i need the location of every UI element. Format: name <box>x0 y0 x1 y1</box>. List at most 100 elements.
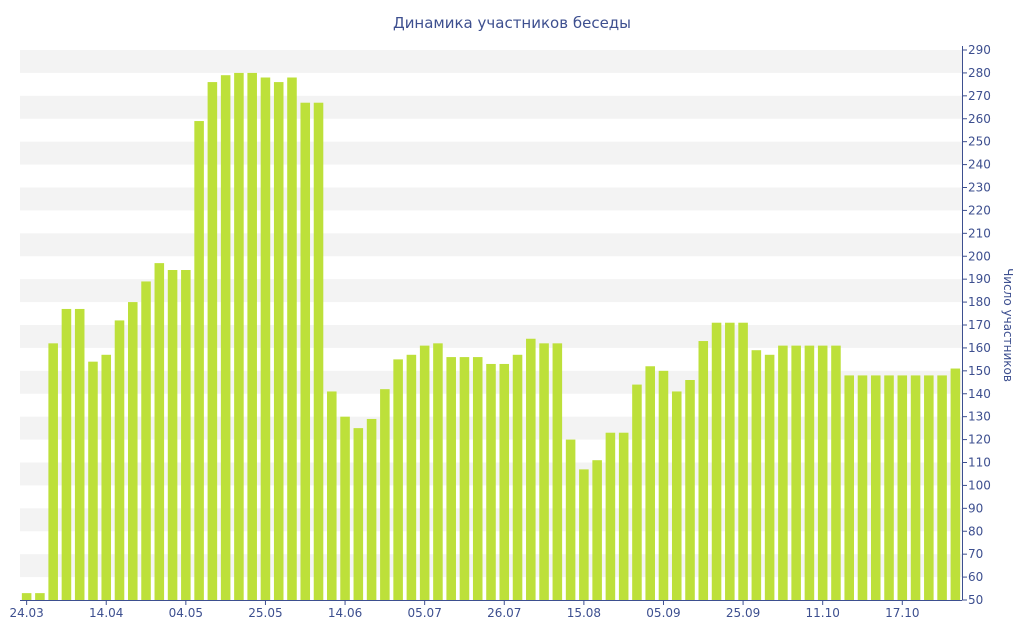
x-tick-label: 17.10 <box>885 606 919 620</box>
bars-group <box>21 72 961 601</box>
x-tick-label: 04.05 <box>169 606 203 620</box>
bar <box>870 375 881 600</box>
bar <box>260 77 271 600</box>
y-tick-label: 100 <box>968 478 991 492</box>
bar <box>472 357 483 600</box>
bar <box>579 469 589 600</box>
bar <box>486 363 496 600</box>
bar <box>539 343 549 600</box>
bar <box>220 75 231 601</box>
y-tick-label: 260 <box>968 112 991 126</box>
bar <box>817 345 828 600</box>
bar <box>592 460 602 600</box>
y-tick-label: 230 <box>968 181 991 195</box>
grid-band <box>20 187 962 211</box>
y-tick-label: 250 <box>968 135 991 149</box>
bar <box>433 343 443 600</box>
bar <box>353 428 364 600</box>
bar <box>937 375 947 600</box>
y-tick-label: 140 <box>968 387 991 401</box>
bar <box>366 418 377 600</box>
y-tick-label: 270 <box>968 89 991 103</box>
bar <box>645 366 655 600</box>
bar <box>327 391 337 600</box>
bar <box>273 82 284 601</box>
bar <box>950 368 961 600</box>
x-tick-label: 14.04 <box>89 606 123 620</box>
x-tick-label: 05.07 <box>407 606 441 620</box>
bar <box>194 121 204 601</box>
bar <box>127 302 138 600</box>
x-tick-label: 11.10 <box>806 606 840 620</box>
bar <box>114 320 125 600</box>
bar <box>552 343 563 600</box>
y-ticks: 50 60 70 80 90 100 110 120 130 140 150 160 170 180 190… <box>962 43 991 607</box>
y-tick-label: 70 <box>968 547 983 561</box>
bar <box>406 354 417 600</box>
bar <box>287 77 297 600</box>
bar <box>658 370 669 600</box>
y-tick-label: 280 <box>968 66 991 80</box>
bar <box>35 593 45 600</box>
y-tick-label: 190 <box>968 272 991 286</box>
grid-band <box>20 233 962 257</box>
y-tick-label: 50 <box>968 593 983 607</box>
bar <box>857 375 868 600</box>
y-tick-label: 220 <box>968 203 991 217</box>
bar <box>565 439 576 600</box>
bar <box>181 270 191 600</box>
x-tick-label: 15.08 <box>567 606 601 620</box>
y-axis-label: Число участников <box>1001 268 1015 382</box>
y-tick-label: 80 <box>968 524 983 538</box>
bar <box>459 357 470 600</box>
bar <box>48 343 58 600</box>
bar <box>207 82 218 601</box>
bar <box>499 363 510 600</box>
y-tick-label: 200 <box>968 249 991 263</box>
bar <box>778 345 788 600</box>
bar <box>698 341 709 600</box>
bar <box>234 72 244 600</box>
bar <box>61 308 72 600</box>
x-tick-label: 25.05 <box>248 606 282 620</box>
chart-title: Динамика участников беседы <box>393 14 631 32</box>
bar <box>74 308 85 600</box>
bar <box>924 375 934 600</box>
bar <box>393 359 403 600</box>
bar <box>618 432 629 600</box>
bar <box>671 391 682 600</box>
bar <box>711 322 722 600</box>
bar <box>313 102 324 600</box>
bar <box>21 593 32 600</box>
bar <box>897 375 908 600</box>
x-ticks: 24.03 14.04 04.05 25.05 14.06 05.07 26.07 15.08… <box>9 600 919 620</box>
grid-band <box>20 141 962 165</box>
bar <box>738 322 748 600</box>
bar <box>419 345 430 600</box>
y-tick-label: 130 <box>968 410 991 424</box>
x-tick-label: 14.06 <box>328 606 362 620</box>
bar <box>446 357 456 600</box>
bar <box>512 354 523 600</box>
bar <box>605 432 616 600</box>
bar <box>844 375 855 600</box>
bar <box>141 281 151 600</box>
y-tick-label: 240 <box>968 158 991 172</box>
bar <box>831 345 841 600</box>
y-tick-label: 110 <box>968 456 991 470</box>
bar <box>751 350 762 600</box>
bar <box>526 338 536 600</box>
bar <box>247 72 257 600</box>
y-tick-label: 290 <box>968 43 991 57</box>
y-tick-label: 120 <box>968 433 991 447</box>
bar <box>725 322 735 600</box>
bar <box>300 102 311 600</box>
y-tick-label: 90 <box>968 501 983 515</box>
y-tick-label: 150 <box>968 364 991 378</box>
bar <box>340 416 350 600</box>
bar <box>791 345 801 600</box>
grid-band <box>20 50 962 73</box>
x-tick-label: 26.07 <box>487 606 521 620</box>
y-tick-label: 170 <box>968 318 991 332</box>
